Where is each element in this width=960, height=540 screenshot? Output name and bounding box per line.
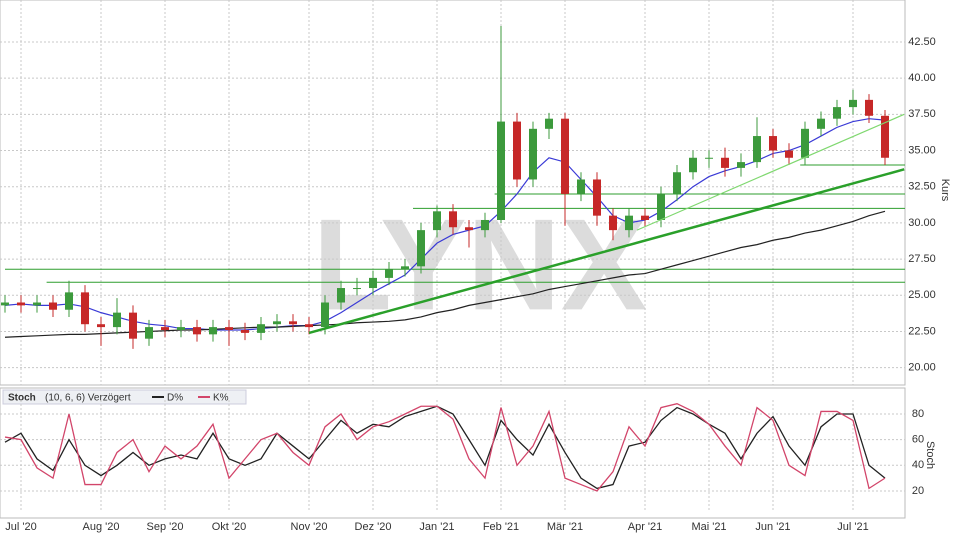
candle-body xyxy=(817,118,825,129)
y-tick-label: 20 xyxy=(912,485,924,497)
candle-body xyxy=(177,327,185,330)
candle-body xyxy=(721,157,729,168)
watermark: LYNX xyxy=(313,191,648,337)
candle-body xyxy=(289,321,297,325)
candle-body xyxy=(17,302,25,306)
candle-body xyxy=(113,312,121,328)
candle-body xyxy=(785,150,793,158)
candle-body xyxy=(625,215,633,231)
candle-body xyxy=(433,211,441,231)
y-tick-label: 40.00 xyxy=(908,72,936,84)
trendline xyxy=(308,168,905,335)
x-tick-label: Mär '21 xyxy=(547,521,583,533)
y-tick-label: 35.00 xyxy=(908,144,936,156)
candle-body xyxy=(241,330,249,333)
candle-body xyxy=(753,136,761,163)
legend-label: D% xyxy=(167,393,183,404)
candle-body xyxy=(465,227,473,231)
candle-body xyxy=(321,302,329,328)
candle-body xyxy=(65,292,73,310)
candle-body xyxy=(865,99,873,116)
candle-body xyxy=(385,269,393,278)
y-tick-label: 42.50 xyxy=(908,36,936,48)
y-tick-label: 25.00 xyxy=(908,289,936,301)
y-axis-label: Kurs xyxy=(939,179,951,202)
y-tick-label: 27.50 xyxy=(908,253,936,265)
candle-body xyxy=(369,277,377,289)
candle-body xyxy=(801,128,809,158)
candle-body xyxy=(193,327,201,335)
price-panel xyxy=(0,0,906,386)
x-tick-label: Aug '20 xyxy=(83,521,120,533)
candle-body xyxy=(609,215,617,231)
candle-body xyxy=(833,107,841,119)
candle-body xyxy=(737,162,745,168)
candle-body xyxy=(513,121,521,180)
candle-body xyxy=(545,118,553,129)
candle-body xyxy=(49,302,57,310)
candle-body xyxy=(417,230,425,267)
candle-body xyxy=(257,324,265,333)
x-tick-label: Jul '21 xyxy=(837,521,868,533)
candle-body xyxy=(881,115,889,158)
x-tick-label: Mai '21 xyxy=(691,521,726,533)
candle-body xyxy=(401,266,409,270)
candle-body xyxy=(593,179,601,216)
candle-body xyxy=(641,215,649,220)
y-tick-label: 30.00 xyxy=(908,217,936,229)
candle-body xyxy=(849,99,857,108)
x-tick-label: Jul '20 xyxy=(5,521,36,533)
y-tick-label: 20.00 xyxy=(908,362,936,374)
candle-body xyxy=(673,172,681,194)
candle-body xyxy=(657,193,665,220)
candle-body xyxy=(81,292,89,325)
candle-body xyxy=(705,157,713,159)
x-tick-label: Jun '21 xyxy=(755,521,790,533)
candle-body xyxy=(225,327,233,330)
y-tick-label: 80 xyxy=(912,408,924,420)
candle-body xyxy=(129,312,137,339)
legend-title: Stoch xyxy=(8,393,36,404)
x-tick-label: Okt '20 xyxy=(212,521,247,533)
y-tick-label: 40 xyxy=(912,459,924,471)
candle-body xyxy=(209,327,217,335)
candle-body xyxy=(1,302,9,306)
series-line xyxy=(4,405,886,490)
candle-body xyxy=(497,121,505,220)
x-tick-label: Dez '20 xyxy=(355,521,392,533)
candle-body xyxy=(449,211,457,228)
y-tick-label: 60 xyxy=(912,434,924,446)
candle-body xyxy=(529,128,537,180)
candle-body xyxy=(33,302,41,306)
candle-body xyxy=(273,321,281,325)
x-tick-label: Nov '20 xyxy=(291,521,328,533)
candle-body xyxy=(353,288,361,290)
candle-body xyxy=(577,179,585,194)
stoch-panel xyxy=(0,387,906,519)
series-line xyxy=(4,403,886,492)
candle-body xyxy=(97,324,105,328)
candle-body xyxy=(337,288,345,303)
candle-body xyxy=(145,327,153,339)
candle-body xyxy=(769,136,777,151)
y-tick-label: 32.50 xyxy=(908,181,936,193)
x-tick-label: Jan '21 xyxy=(419,521,454,533)
legend-box xyxy=(2,389,247,405)
x-tick-label: Apr '21 xyxy=(628,521,663,533)
y-tick-label: 22.50 xyxy=(908,325,936,337)
candle-body xyxy=(481,220,489,231)
y-tick-label: 37.50 xyxy=(908,108,936,120)
x-tick-label: Sep '20 xyxy=(147,521,184,533)
legend-params: (10, 6, 6) Verzögert xyxy=(45,393,131,404)
candle-body xyxy=(561,118,569,194)
x-tick-label: Feb '21 xyxy=(483,521,519,533)
y-axis-label: Stoch xyxy=(924,441,936,469)
legend-label: K% xyxy=(213,393,229,404)
trendline xyxy=(636,113,905,231)
candle-body xyxy=(161,327,169,330)
candle-body xyxy=(689,157,697,173)
candle-body xyxy=(305,324,313,328)
